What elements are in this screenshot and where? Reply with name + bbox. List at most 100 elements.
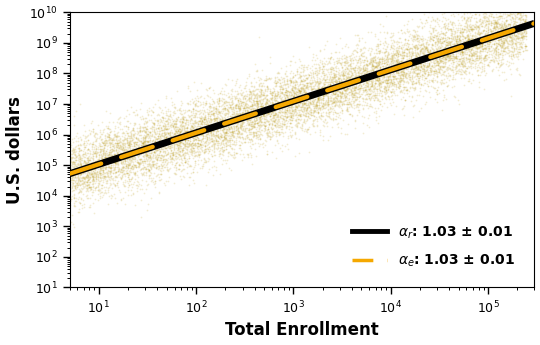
Point [82,142,90,147]
Point [248,161,256,167]
Point [320,72,328,78]
Point [71,152,80,157]
Point [392,69,401,75]
Point [437,28,445,33]
Point [359,130,368,136]
Point [227,115,236,121]
Point [226,119,234,125]
Point [97,149,106,154]
Point [91,131,99,136]
Point [124,133,133,139]
Point [190,150,199,156]
Point [112,134,120,140]
Point [180,123,188,129]
Point [521,43,530,49]
Point [111,177,120,183]
Point [234,112,243,117]
Point [360,62,368,68]
Point [259,83,268,89]
Point [354,66,362,71]
Point [406,70,415,76]
Point [252,100,261,105]
Point [488,59,497,64]
Point [244,152,253,158]
Point [284,81,293,86]
Point [387,102,395,108]
Point [271,91,280,97]
Point [234,106,242,111]
Point [264,107,273,112]
Point [286,80,295,86]
Point [435,51,443,57]
Point [305,96,314,101]
Point [125,142,133,148]
Point [415,54,424,60]
Point [422,67,431,73]
Point [79,198,88,203]
Point [218,106,226,111]
Point [402,59,410,65]
Point [176,131,185,137]
Point [77,163,86,169]
Point [517,24,526,30]
Point [473,44,482,50]
Point [76,156,85,161]
Point [387,83,395,89]
Point [436,31,445,36]
Point [201,131,210,137]
Point [342,77,350,82]
Point [378,68,387,73]
Point [366,52,374,58]
Point [505,48,514,53]
Point [410,42,419,48]
Point [181,125,190,130]
Point [493,17,502,22]
Point [502,23,510,29]
Point [80,150,89,155]
Point [268,109,277,114]
Point [129,165,138,170]
Point [516,31,525,36]
Point [412,46,421,51]
Point [387,93,395,98]
Point [98,151,107,157]
Point [188,124,197,129]
Point [162,178,171,184]
Point [383,41,392,47]
Point [403,46,411,51]
Point [309,99,318,104]
Point [435,71,444,76]
Point [305,105,314,110]
Point [411,76,420,81]
Point [342,82,351,88]
Point [118,155,126,160]
Point [507,39,516,45]
Point [375,75,383,80]
Point [481,53,490,58]
Point [381,49,389,55]
Point [261,119,269,125]
Point [518,0,526,2]
Point [300,128,308,134]
Point [146,169,155,175]
Point [81,181,90,187]
Point [326,81,334,87]
Point [462,18,471,23]
Point [136,157,145,162]
Point [134,152,143,158]
Point [239,106,248,111]
Point [460,15,469,21]
Point [518,35,526,40]
Point [341,91,349,96]
Point [101,132,110,138]
Point [267,108,275,113]
Point [369,57,378,62]
Point [161,95,170,101]
Point [515,25,524,30]
Point [475,39,484,45]
Point [480,18,488,23]
Point [387,53,395,59]
Point [114,153,123,159]
Point [82,138,90,144]
Point [436,46,445,51]
